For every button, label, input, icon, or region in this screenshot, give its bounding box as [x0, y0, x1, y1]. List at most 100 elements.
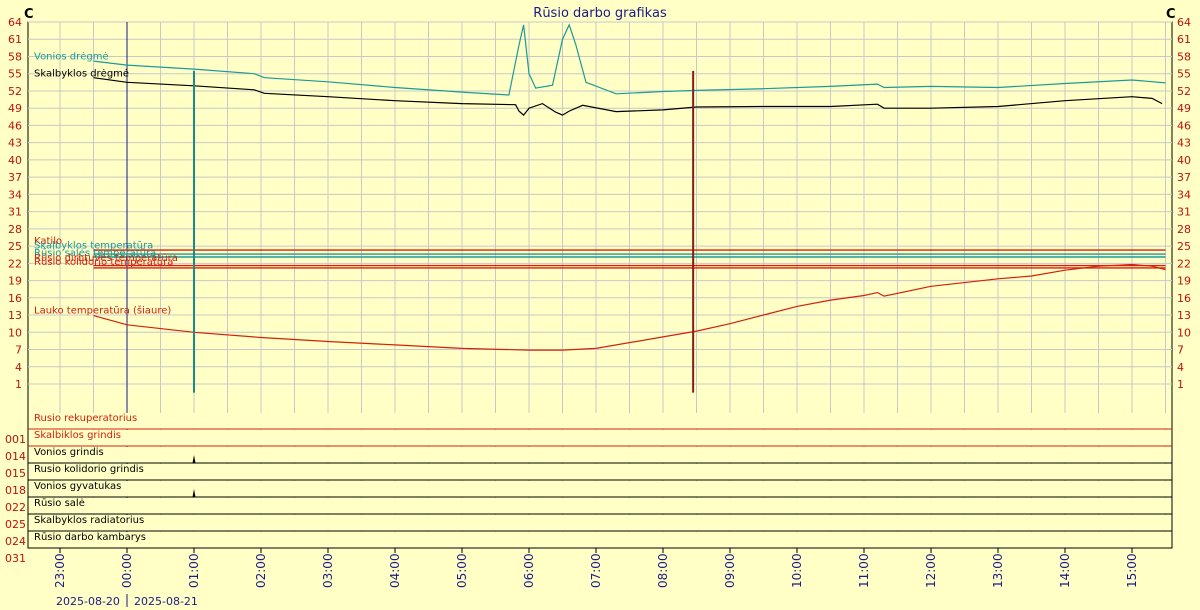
x-tick-label: 11:00 — [857, 553, 871, 588]
x-tick-label: 03:00 — [321, 553, 335, 588]
row-spike — [192, 455, 196, 463]
y-tick-label-left: 43 — [8, 137, 22, 150]
series-line — [93, 263, 1166, 351]
row-label: Vonios gyvatukas — [34, 481, 121, 492]
row-label: Skalbyklos radiatorius — [34, 515, 144, 526]
series-label: Rūsio kolidorio temperatūra — [34, 257, 173, 268]
x-tick-label: 02:00 — [254, 553, 268, 588]
y-tick-label-right: 46 — [1177, 119, 1191, 132]
series-line — [93, 23, 1166, 96]
series-label: Skalbyklos drėgmė — [34, 69, 129, 80]
x-tick-label: 01:00 — [187, 553, 201, 588]
x-tick-label: 12:00 — [924, 553, 938, 588]
y-axis-left: 1 4 7 10 13 16 19 22 25 28 31 34 37 40 43 46 49 52 55 58 61 6… — [8, 16, 22, 391]
x-tick-label: 15:00 — [1125, 553, 1139, 588]
y-tick-label-right: 55 — [1177, 68, 1191, 81]
x-tick-label: 08:00 — [656, 553, 670, 588]
y-tick-label-left: 40 — [8, 154, 22, 167]
x-tick-label: 05:00 — [455, 553, 469, 588]
series-label: Lauko temperatūra (šiaure) — [34, 304, 171, 316]
y-tick-label-right: 13 — [1177, 309, 1191, 322]
row-spike — [192, 489, 196, 497]
y-tick-label-right: 40 — [1177, 154, 1191, 167]
y-tick-label-left: 10 — [8, 326, 22, 339]
y-tick-label-right: 1 — [1177, 378, 1184, 391]
y-tick-label-left: 46 — [8, 119, 22, 132]
series-label: Katilo — [34, 236, 62, 247]
y-tick-label-right: 4 — [1177, 361, 1184, 374]
row-code: 015 — [5, 467, 26, 480]
y-tick-label-left: 64 — [8, 16, 22, 29]
y-tick-label-left: 52 — [8, 85, 22, 98]
row-code: 022 — [5, 501, 26, 514]
series-label: Rūsio salės temperatūra — [34, 248, 156, 259]
y-tick-label-right: 61 — [1177, 33, 1191, 46]
y-tick-label-right: 37 — [1177, 171, 1191, 184]
y-tick-label-left: 34 — [8, 188, 22, 201]
x-tick-label: 23:00 — [53, 553, 67, 588]
x-tick-label: 14:00 — [1058, 553, 1072, 588]
row-label: Vonios grindis — [34, 447, 104, 458]
x-tick-label: 00:00 — [120, 553, 134, 588]
row-code: 014 — [5, 450, 26, 463]
x-tick-label: 06:00 — [522, 553, 536, 588]
y-tick-label-left: 22 — [8, 257, 22, 270]
series-lines — [93, 23, 1166, 393]
row-code: 018 — [5, 484, 26, 497]
row-bg — [29, 447, 1171, 463]
row-code: 025 — [5, 518, 26, 531]
y-tick-label-right: 58 — [1177, 50, 1191, 63]
y-tick-label-right: 49 — [1177, 102, 1191, 115]
series-label: Vonios drėgmė — [34, 51, 109, 62]
x-axis: 23:00 00:00 01:00 02:00 03:00 04:00 05:00 06:00… — [53, 548, 1139, 588]
y-tick-label-right: 64 — [1177, 16, 1191, 29]
row-label: Rūsio salė — [34, 498, 85, 509]
y-tick-label-right: 22 — [1177, 257, 1191, 270]
y-tick-label-right: 28 — [1177, 223, 1191, 236]
series-labels: Vonios drėgmė Skalbyklos drėgmė Lauko temp… — [34, 51, 178, 316]
y-tick-label-left: 25 — [8, 240, 22, 253]
y-tick-label-right: 31 — [1177, 206, 1191, 219]
y-tick-label-left: 19 — [8, 275, 22, 288]
y-tick-label-right: 34 — [1177, 188, 1191, 201]
y-tick-label-left: 1 — [15, 378, 22, 391]
y-tick-label-left: 55 — [8, 68, 22, 81]
x-tick-label: 04:00 — [388, 553, 402, 588]
row-code: 024 — [5, 535, 26, 548]
series-label: Rūsio dirbtuvės temperatūra — [34, 253, 178, 264]
chart-title: Rūsio darbo grafikas — [533, 6, 667, 21]
y-unit-left: C — [24, 7, 34, 22]
y-tick-label-left: 4 — [15, 361, 22, 374]
y-tick-label-left: 16 — [8, 292, 22, 305]
status-rows: 001 Rusio rekuperatorius 014 Skalbiklos gri… — [5, 413, 1172, 565]
y-tick-label-right: 10 — [1177, 326, 1191, 339]
row-code: 031 — [5, 552, 26, 565]
row-bg — [29, 498, 1171, 514]
y-tick-label-right: 52 — [1177, 85, 1191, 98]
y-tick-label-right: 16 — [1177, 292, 1191, 305]
row-bg — [29, 515, 1171, 531]
y-tick-label-left: 58 — [8, 50, 22, 63]
row-label: Rusio rekuperatorius — [34, 413, 137, 424]
date-label-end: 2025-08-21 — [134, 595, 198, 608]
y-unit-right: C — [1166, 7, 1176, 22]
y-tick-label-left: 13 — [8, 309, 22, 322]
y-tick-label-left: 37 — [8, 171, 22, 184]
row-code: 001 — [5, 433, 26, 446]
row-bg — [29, 464, 1171, 480]
row-bg — [29, 532, 1171, 548]
x-tick-label: 10:00 — [790, 553, 804, 588]
date-label-start: 2025-08-20 — [56, 595, 120, 608]
grid — [27, 21, 1173, 549]
y-tick-label-left: 31 — [8, 206, 22, 219]
y-tick-label-left: 28 — [8, 223, 22, 236]
row-bg — [29, 481, 1171, 497]
x-tick-label: 13:00 — [991, 553, 1005, 588]
y-tick-label-right: 43 — [1177, 137, 1191, 150]
series-line — [93, 77, 1163, 116]
y-tick-label-left: 61 — [8, 33, 22, 46]
y-tick-label-right: 19 — [1177, 275, 1191, 288]
row-bg — [29, 413, 1171, 429]
row-bg — [29, 430, 1171, 446]
